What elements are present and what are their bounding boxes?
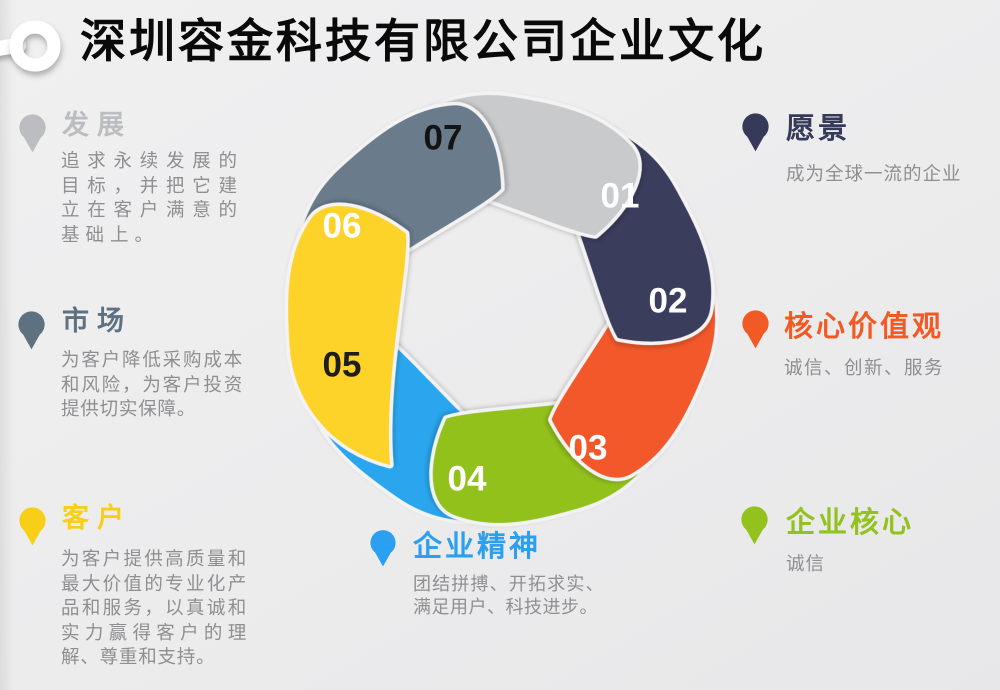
enterprise-core-heading: 企业核心 [786,507,915,539]
vision-body: 成为全球一流的企业 [786,165,962,185]
petal-number-02: 02 [649,282,688,321]
customer-body: 为客户提供高质量和最大价值的专业化产品和服务，以真诚和实力赢得客户的理解、尊重和… [61,550,247,668]
enterprise-spirit-heading: 企业精神 [413,531,542,563]
customer-heading: 客户 [62,503,132,533]
enterprise-core-body: 诚信 [786,555,826,575]
pin-ring [9,20,61,72]
pinwheel-diagram: 01 02 03 04 05 06 07 [284,91,719,527]
enterprise-spirit-body: 团结拼搏、开拓求实、满足用户、科技进步。 [413,574,604,617]
core-values-body: 诚信、创新、服务 [784,359,945,379]
petal-number-05: 05 [323,346,362,385]
vision-pin-icon [741,113,770,152]
petal-05 [284,202,410,469]
development-pin-icon [18,114,47,153]
core-values-pin-icon [741,310,770,349]
petal-number-03: 03 [569,429,608,468]
page-title: 深圳容金科技有限公司企业文化 [80,16,766,67]
left-edge-shadow [0,0,14,690]
petal-number-06: 06 [323,207,362,246]
customer-pin-icon [18,507,47,546]
petal-number-01: 01 [601,177,640,216]
core-values-heading: 核心价值观 [784,311,945,343]
market-heading: 市场 [62,306,132,336]
development-body: 追求永续发展的目标，并把它建立在客户满意的基础上。 [61,152,243,246]
market-body: 为客户降低采购成本和风险，为客户投资提供切实保障。 [61,351,243,420]
petal-number-04: 04 [448,460,487,499]
vision-heading: 愿景 [786,113,851,145]
enterprise-core-pin-icon [740,506,769,545]
development-heading: 发展 [62,110,132,140]
ring-pin-icon [0,20,61,72]
market-pin-icon [17,311,46,350]
enterprise-spirit-pin-icon [369,530,397,567]
petal-number-07: 07 [424,119,463,158]
